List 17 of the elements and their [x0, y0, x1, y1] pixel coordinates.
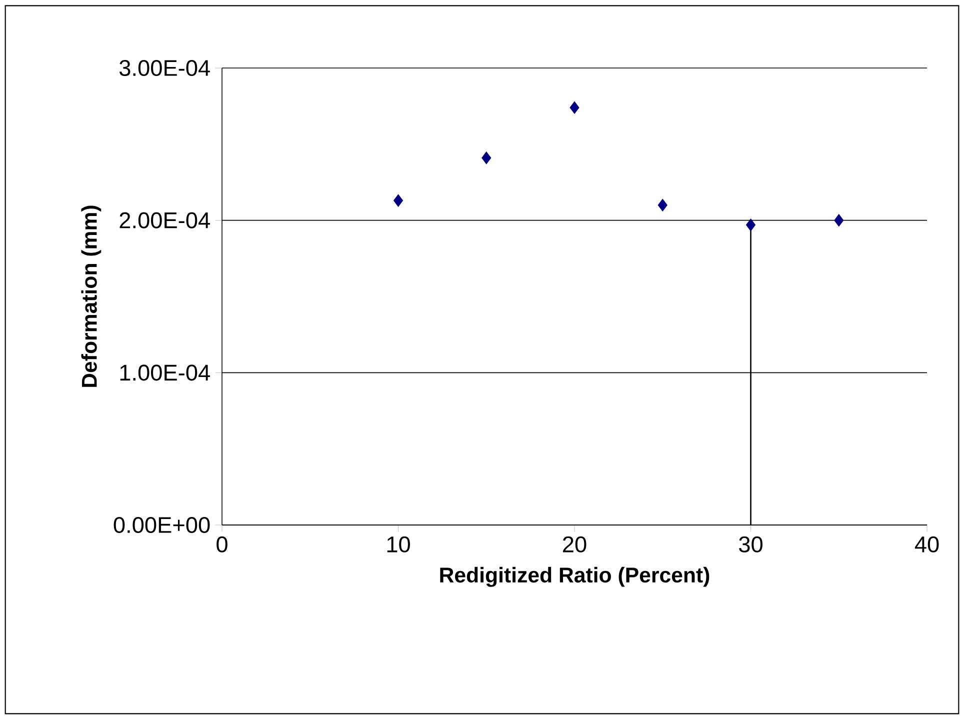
x-tick-label: 10 [387, 536, 410, 552]
x-tick-label: 40 [914, 536, 939, 552]
x-axis-title: Redigitized Ratio (Percent) [440, 566, 710, 587]
x-tick-label: 0 [216, 536, 228, 552]
y-tick-label: 3.00E-04 [119, 60, 210, 76]
y-tick-label: 2.00E-04 [120, 212, 210, 228]
point [746, 218, 756, 232]
point [658, 198, 668, 212]
point [482, 152, 492, 164]
point [393, 194, 404, 207]
y-tick-label: 1.00E-04 [120, 364, 210, 381]
point [834, 214, 844, 227]
x-tick-label: 20 [563, 536, 586, 552]
y-tick-label: 0.00E+00 [114, 516, 210, 534]
point [570, 101, 580, 114]
x-tick-label: 30 [739, 536, 762, 552]
y-axis-title: Deformation (mm) [81, 206, 102, 387]
